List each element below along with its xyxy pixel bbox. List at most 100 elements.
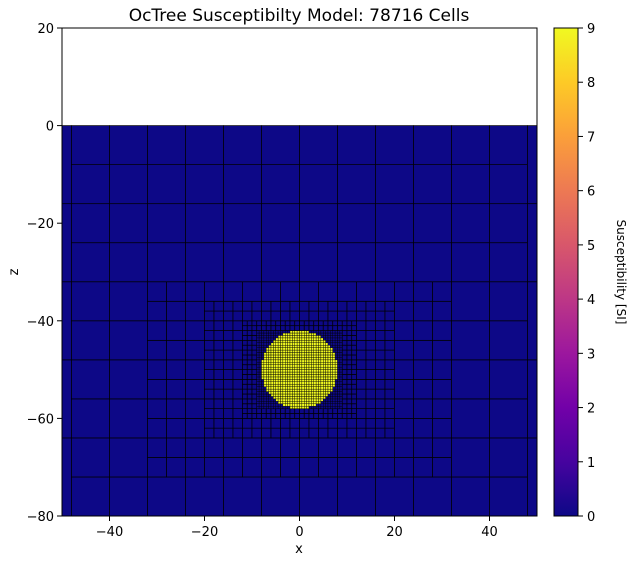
mesh-cell-anomaly (320, 347, 324, 351)
mesh-cell-anomaly (285, 362, 288, 365)
mesh-cell-anomaly (323, 349, 326, 353)
mesh-cell-anomaly (268, 376, 272, 380)
mesh-cell-anomaly (263, 379, 267, 382)
mesh-cell (256, 347, 260, 351)
mesh-cell-anomaly (273, 396, 276, 400)
mesh-cell-anomaly (304, 354, 307, 358)
mesh-cell-anomaly (277, 342, 281, 346)
mesh-cell (337, 427, 348, 439)
mesh-cell-anomaly (318, 374, 322, 378)
mesh-cell (251, 354, 258, 361)
mesh-cell-anomaly (301, 371, 305, 375)
mesh-cell-anomaly (294, 342, 298, 346)
mesh-cell-anomaly (308, 359, 312, 363)
mesh-cell-anomaly (266, 359, 269, 363)
mesh-cell (299, 310, 310, 322)
mesh-cell-anomaly (275, 345, 279, 348)
mesh-cell (351, 344, 357, 351)
mesh-cell (356, 427, 367, 439)
mesh-cell-anomaly (292, 388, 295, 392)
mesh-cell (327, 396, 331, 400)
mesh-cell-anomaly (304, 359, 307, 363)
mesh-cell-anomaly (327, 369, 331, 373)
mesh-cell (318, 325, 324, 331)
mesh-cell-anomaly (270, 357, 274, 361)
mesh-cell (341, 369, 348, 375)
mesh-cell (275, 406, 279, 409)
mesh-cell (413, 476, 452, 516)
mesh-cell (280, 320, 286, 327)
mesh-cell (204, 330, 215, 341)
mesh-cell-anomaly (315, 386, 319, 390)
mesh-cell-anomaly (287, 391, 291, 395)
mesh-cell (315, 332, 319, 336)
mesh-cell-anomaly (299, 366, 303, 370)
mesh-cell-anomaly (311, 352, 314, 356)
mesh-cell-anomaly (294, 335, 298, 339)
mesh-cell (413, 418, 433, 439)
mesh-cell (265, 320, 272, 327)
mesh-cell-anomaly (323, 352, 326, 356)
mesh-cell (325, 396, 329, 400)
mesh-cell (332, 342, 336, 346)
mesh-cell (332, 391, 336, 395)
mesh-cell-anomaly (270, 347, 274, 351)
mesh-cell (337, 359, 341, 363)
mesh-cell (315, 403, 319, 407)
mesh-cell (232, 320, 243, 331)
mesh-cell-anomaly (327, 352, 331, 356)
mesh-cell (261, 357, 265, 361)
mesh-cell-anomaly (285, 381, 288, 385)
mesh-cell-anomaly (325, 357, 329, 361)
mesh-cell-anomaly (289, 337, 293, 341)
mesh-cell (413, 242, 452, 283)
mesh-cell-anomaly (261, 371, 265, 375)
mesh-cell-anomaly (296, 398, 300, 402)
mesh-cell (489, 359, 528, 400)
mesh-cell (256, 401, 260, 404)
mesh-cell-anomaly (294, 354, 298, 358)
mesh-cell-anomaly (273, 352, 276, 356)
mesh-cell-anomaly (277, 345, 281, 348)
mesh-cell (213, 339, 224, 351)
mesh-cell (261, 320, 267, 327)
mesh-cell (242, 374, 248, 380)
mesh-cell-anomaly (285, 349, 288, 353)
mesh-cell-anomaly (289, 364, 293, 368)
mesh-cell-anomaly (320, 396, 324, 400)
mesh-cell (341, 344, 348, 351)
mesh-cell (268, 406, 272, 409)
mesh-cell (261, 393, 265, 397)
mesh-cell-anomaly (323, 379, 326, 382)
mesh-cell (327, 403, 331, 407)
mesh-cell (289, 408, 296, 414)
mesh-cell-anomaly (304, 357, 307, 361)
mesh-cell (256, 342, 260, 346)
mesh-cell (327, 413, 334, 419)
mesh-cell (313, 325, 319, 331)
mesh-cell (299, 413, 305, 419)
mesh-cell (246, 383, 253, 390)
mesh-cell-anomaly (304, 401, 307, 404)
mesh-cell-anomaly (330, 371, 333, 375)
mesh-cell-anomaly (285, 393, 288, 397)
mesh-cell (261, 300, 272, 312)
mesh-cell-anomaly (318, 393, 322, 397)
mesh-cell (346, 403, 353, 409)
mesh-cell (263, 330, 267, 334)
mesh-cell-anomaly (289, 401, 293, 404)
mesh-cell (489, 281, 528, 322)
mesh-cell (256, 325, 262, 331)
mesh-cell (346, 379, 353, 385)
mesh-cell-anomaly (313, 391, 317, 395)
mesh-cell (451, 398, 490, 439)
mesh-cell-anomaly (304, 352, 307, 356)
mesh-cell-anomaly (315, 381, 319, 385)
mesh-cell (334, 347, 338, 351)
mesh-cell-anomaly (330, 359, 333, 363)
mesh-cell-anomaly (285, 354, 288, 358)
mesh-cell-anomaly (292, 403, 295, 407)
mesh-cell (270, 401, 274, 404)
mesh-cell-anomaly (313, 371, 317, 375)
